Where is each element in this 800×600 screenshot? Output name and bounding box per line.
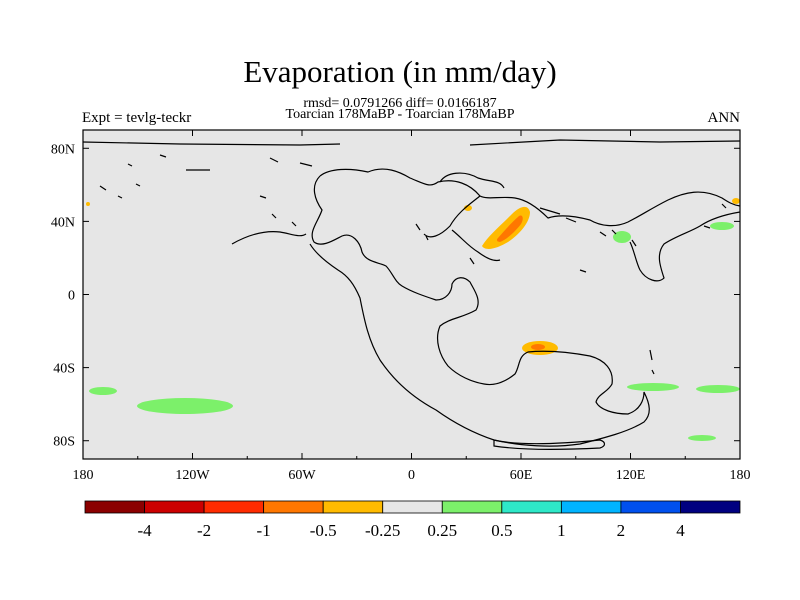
colorbar-box — [144, 500, 205, 514]
colorbar-box — [620, 500, 681, 514]
season-label: ANN — [707, 110, 741, 126]
coastline-tethys-gulf — [423, 195, 501, 262]
axis-ticks: 180 120W 60W 0 60E 120E 180 80N 40N 0 40S 80S — [51, 130, 751, 483]
anomaly-south-east — [696, 385, 740, 393]
anomaly-north-pacific — [710, 222, 734, 230]
y-tick-label: 40N — [51, 215, 75, 230]
stats-line: rmsd= 0.0791266 diff= 0.0166187 — [303, 96, 497, 111]
colorbar-box — [263, 500, 324, 514]
colorbar-box — [560, 500, 622, 514]
colorbar-label: -2 — [197, 521, 211, 540]
anomaly-southern-core — [531, 344, 545, 350]
colorbar-label: 2 — [617, 521, 626, 540]
coastline-islands-tethys — [415, 207, 577, 265]
coastline-arctic — [82, 139, 741, 146]
colorbar-label: 1 — [557, 521, 566, 540]
anomaly-fills — [86, 198, 740, 441]
y-tick-label: 80S — [53, 435, 75, 450]
colorbar-label: 0.25 — [427, 521, 457, 540]
colorbar-box — [84, 500, 145, 514]
anomaly-east-asia — [613, 231, 631, 243]
coastline-pangaea — [319, 168, 741, 282]
coastline-southern-island — [493, 439, 606, 450]
anomaly-south-indian — [627, 383, 679, 391]
coastline-islands-east — [579, 203, 727, 375]
colorbar-label: 4 — [676, 521, 685, 540]
anomaly-east-edge — [732, 198, 740, 204]
anomaly-far-south — [688, 435, 716, 441]
x-tick-label: 60W — [288, 468, 316, 483]
anomaly-pacific-south — [137, 398, 233, 414]
x-tick-label: 120E — [616, 468, 646, 483]
colorbar-label: 0.5 — [491, 521, 512, 540]
comparison-line: Toarcian 178MaBP - Toarcian 178MaBP — [285, 107, 515, 122]
coastlines — [82, 139, 741, 450]
anomaly-west-edge — [86, 202, 90, 206]
colorbar-box — [203, 500, 265, 514]
y-tick-label: 0 — [68, 289, 75, 304]
coastline-north-bay — [439, 172, 505, 189]
colorbar-label: -1 — [257, 521, 271, 540]
plot-title: Evaporation (in mm/day) — [243, 54, 557, 89]
coastline-pangaea-south — [309, 175, 650, 447]
colorbar: -4 -2 -1 -0.5 -0.25 0.25 0.5 1 2 4 — [84, 500, 741, 540]
x-tick-label: 180 — [730, 468, 751, 483]
y-tick-label: 80N — [51, 142, 75, 157]
experiment-label: Expt = tevlg-teckr — [82, 110, 192, 126]
colorbar-box — [322, 500, 384, 514]
colorbar-box — [382, 500, 443, 514]
colorbar-label: -0.25 — [365, 521, 400, 540]
coastline-islands-north — [99, 154, 313, 227]
x-tick-label: 60E — [510, 468, 533, 483]
colorbar-box — [501, 500, 562, 514]
colorbar-box — [680, 500, 741, 514]
colorbar-label: -0.5 — [310, 521, 337, 540]
anomaly-tethys-core — [496, 215, 523, 242]
anomaly-south-west — [89, 387, 117, 395]
colorbar-box — [441, 500, 503, 514]
y-tick-label: 40S — [53, 362, 75, 377]
x-tick-label: 0 — [408, 468, 415, 483]
coastline-western-arm — [231, 231, 307, 245]
colorbar-label: -4 — [137, 521, 152, 540]
x-tick-label: 180 — [73, 468, 94, 483]
x-tick-label: 120W — [175, 468, 210, 483]
